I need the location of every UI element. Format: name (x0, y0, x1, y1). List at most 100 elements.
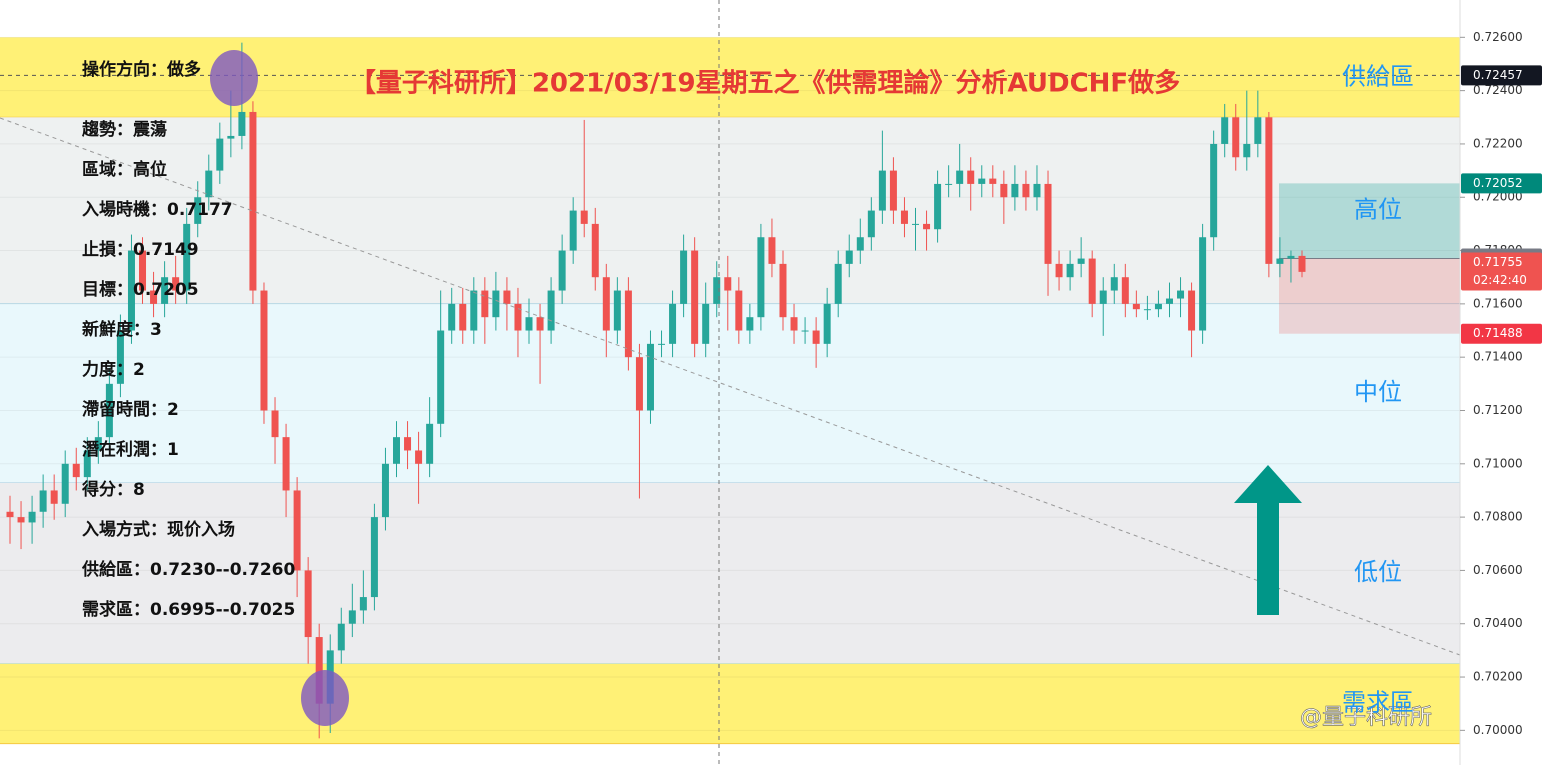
trend-line (0, 117, 1461, 656)
candle-body (1210, 143, 1218, 238)
y-tick-label: 0.72600 (1473, 30, 1523, 44)
candle-body (271, 410, 279, 438)
candle-body (1254, 117, 1262, 144)
candle-body (724, 277, 732, 291)
candle-body (956, 170, 964, 184)
candle-body (28, 511, 36, 523)
candle-body (1011, 183, 1019, 198)
annotation: 滯留時間：2 (82, 399, 179, 420)
y-tick-label: 0.70200 (1473, 670, 1523, 684)
candle-body (194, 197, 202, 224)
candle-body (370, 517, 378, 598)
candle-body (569, 210, 577, 251)
price-axis (1460, 0, 1544, 765)
y-tick-label: 0.70800 (1473, 510, 1523, 524)
candle-body (1077, 258, 1085, 264)
candle-body (50, 490, 58, 504)
candle-body (415, 450, 423, 464)
target-box (1279, 183, 1460, 259)
candle-body (580, 210, 588, 224)
candle-body (646, 343, 654, 411)
candle-body (934, 183, 942, 230)
candle-body (1066, 263, 1074, 278)
candle-body (1143, 309, 1151, 311)
watermark: @量子科研所 (1300, 705, 1432, 730)
candle-body (216, 138, 224, 171)
plot (0, 42, 1460, 739)
price-tag (1461, 173, 1542, 194)
candle-body (1298, 255, 1306, 272)
candle-body (503, 290, 511, 304)
candle-body (823, 303, 831, 344)
candle-body (923, 223, 931, 230)
candle-body (293, 490, 301, 571)
marker-circle (301, 670, 349, 726)
candle-body (392, 437, 400, 464)
y-tick-label: 0.70000 (1473, 723, 1523, 737)
candle-body (426, 423, 434, 464)
candle-body (691, 250, 699, 344)
y-tick-label: 0.71600 (1473, 296, 1523, 310)
candle-body (779, 263, 787, 318)
candle-body (757, 237, 765, 318)
candle-body (315, 637, 323, 704)
price-tag (1461, 252, 1542, 291)
candle-body (1132, 303, 1140, 310)
candle-body (94, 437, 102, 451)
candle-body (437, 330, 445, 424)
annotation: 止損：0.7149 (82, 239, 199, 260)
candle-body (260, 290, 268, 411)
candle-body (768, 237, 776, 264)
candle-body (1232, 117, 1240, 158)
candle-body (348, 610, 356, 624)
zone-label: 中位 (1354, 378, 1402, 406)
marker-circle (210, 50, 258, 106)
candle-body (304, 570, 312, 638)
annotation: 潛在利潤：1 (82, 439, 179, 460)
zone-label: 低位 (1354, 558, 1402, 586)
candle-body (967, 170, 975, 184)
annotation: 入場時機：0.7177 (82, 199, 233, 220)
candle-body (1243, 143, 1251, 158)
candle-body (547, 290, 555, 331)
arrow (1234, 465, 1302, 615)
zone-label: 供給區 (1342, 62, 1414, 90)
y-tick-label: 0.72400 (1473, 83, 1523, 97)
candle-body (481, 290, 489, 318)
price-tag-label: 0.72052 (1473, 176, 1523, 190)
candle-body (1165, 298, 1173, 304)
y-tick-label: 0.70600 (1473, 563, 1523, 577)
candle-body (856, 237, 864, 251)
annotation: 入場方式：现价入场 (82, 519, 235, 540)
zone-label: 高位 (1354, 196, 1402, 224)
candle-body (381, 463, 389, 518)
candle-body (1088, 258, 1096, 304)
candle-body (337, 623, 345, 651)
candle-body (912, 223, 920, 225)
y-tick-label: 0.70400 (1473, 616, 1523, 630)
candle-body (249, 111, 257, 291)
y-tick-label: 0.71400 (1473, 350, 1523, 364)
candle-body (61, 463, 69, 504)
candle-body (624, 290, 632, 358)
candle-body (127, 250, 135, 331)
candle-body (492, 290, 500, 318)
candle-body (1265, 117, 1273, 264)
candle-body (635, 357, 643, 411)
candle-body (613, 290, 621, 331)
candle-body (845, 250, 853, 264)
candle-body (1199, 237, 1207, 331)
candle-body (17, 517, 25, 523)
annotation: 力度：2 (82, 359, 145, 380)
candle-body (116, 330, 124, 384)
zone-label: 需求區 (1342, 689, 1414, 717)
candle-body (1044, 183, 1052, 264)
candle-body (282, 437, 290, 491)
annotation: 區域：高位 (82, 159, 167, 180)
candle-body (161, 277, 169, 304)
candle-body (680, 250, 688, 304)
candle-body (448, 303, 456, 331)
candle-body (558, 250, 566, 291)
candle-body (900, 210, 908, 224)
